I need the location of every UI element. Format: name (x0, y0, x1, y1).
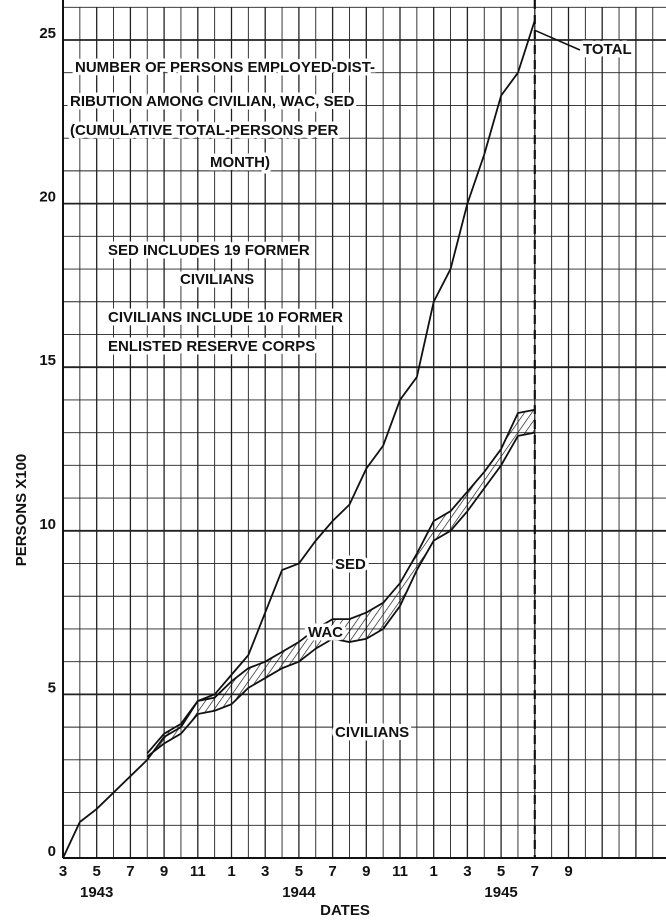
y-tick-label: 20 (39, 189, 56, 206)
x-tick-label: 7 (328, 863, 336, 880)
x-tick-label: 1 (227, 863, 235, 880)
x-tick-label: 5 (93, 863, 101, 880)
x-tick-label: 5 (497, 863, 505, 880)
x-tick-label: 7 (126, 863, 134, 880)
note: CIVILIANS (180, 271, 254, 288)
band-label: SED (335, 556, 366, 573)
wac-band (147, 409, 535, 757)
y-tick-label: 25 (39, 25, 56, 42)
chart-title: MONTH) (210, 154, 270, 171)
series-label: WAC (308, 624, 343, 641)
x-axis-label: DATES (320, 902, 370, 919)
year-label: 1945 (484, 884, 517, 901)
x-tick-label: 1 (430, 863, 438, 880)
x-tick-label: 3 (463, 863, 471, 880)
note: ENLISTED RESERVE CORPS (108, 338, 315, 355)
x-tick-label: 11 (190, 863, 206, 880)
note: CIVILIANS INCLUDE 10 FORMER (108, 309, 343, 326)
x-tick-label: 7 (531, 863, 539, 880)
y-tick-label: 5 (48, 679, 56, 696)
y-tick-label: 0 (48, 843, 56, 860)
x-tick-label: 3 (59, 863, 67, 880)
chart-title: RIBUTION AMONG CIVILIAN, WAC, SED (70, 93, 355, 110)
x-tick-label: 5 (295, 863, 303, 880)
x-tick-label: 9 (362, 863, 370, 880)
x-tick-label: 3 (261, 863, 269, 880)
x-tick-label: 11 (392, 863, 408, 880)
chart-title: NUMBER OF PERSONS EMPLOYED-DIST- (75, 59, 375, 76)
series-label: CIVILIANS (335, 724, 409, 741)
x-tick-label: 9 (564, 863, 572, 880)
y-tick-label: 15 (39, 352, 56, 369)
series-line (146, 431, 535, 758)
year-label: 1944 (282, 884, 316, 901)
series-line (146, 408, 535, 754)
note: SED INCLUDES 19 FORMER (108, 242, 310, 259)
y-axis-label: PERSONS X100 (13, 454, 30, 567)
chart-title: (CUMULATIVE TOTAL-PERSONS PER (70, 122, 339, 139)
series-label: TOTAL (583, 41, 632, 58)
x-tick-label: 9 (160, 863, 168, 880)
total-leader (534, 29, 581, 51)
year-label: 1943 (80, 884, 113, 901)
series-line (62, 20, 536, 859)
y-tick-label: 10 (39, 516, 56, 533)
